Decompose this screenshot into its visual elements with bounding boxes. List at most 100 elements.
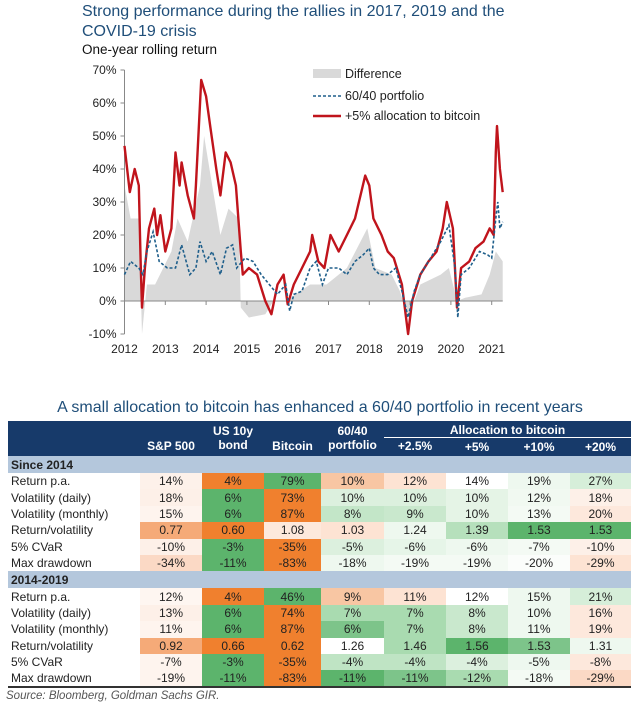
x-tick-label: 2020 xyxy=(438,342,465,356)
x-tick-label: 2015 xyxy=(234,342,261,356)
table-cell: 0.62 xyxy=(264,637,321,654)
x-tick-label: 2014 xyxy=(193,342,220,356)
table-cell: 16% xyxy=(570,604,632,622)
header-us10y-line1: US 10y xyxy=(212,424,254,438)
x-tick-label: 2012 xyxy=(111,342,138,356)
y-tick-label: 30% xyxy=(92,195,116,209)
table-row: Return p.a. 14% 4% 79% 10% 12% 14% 19% 27% xyxy=(8,473,632,490)
table-cell: 27% xyxy=(570,473,632,490)
x-tick-label: 2021 xyxy=(478,342,505,356)
table-cell: 0.92 xyxy=(140,637,202,654)
table-cell: 10% xyxy=(321,489,384,506)
table-row: Volatility (monthly) 15% 6% 87% 8% 9% 10% 13% 20… xyxy=(8,505,632,523)
table-cell: 20% xyxy=(570,505,632,523)
table-cell: -83% xyxy=(264,670,321,689)
table-cell: 12% xyxy=(508,489,570,506)
chart-title: Strong performance during the rallies in… xyxy=(82,3,505,40)
table-cell: 10% xyxy=(446,505,508,523)
table-cell: 0.77 xyxy=(140,522,202,539)
table-cell: 1.03 xyxy=(321,522,384,539)
table-cell: 1.26 xyxy=(321,637,384,654)
header-bitcoin: Bitcoin xyxy=(264,421,321,456)
table-cell: 7% xyxy=(384,604,446,622)
table-cell: 7% xyxy=(321,604,384,622)
table-cell: 8% xyxy=(321,505,384,523)
table-cell: -18% xyxy=(508,670,570,689)
y-tick-label: 0% xyxy=(99,294,117,308)
section-header: Since 2014 xyxy=(8,456,632,473)
table-row: Return p.a. 12% 4% 46% 9% 11% 12% 15% 21% xyxy=(8,588,632,605)
header-us10y-line2: bond xyxy=(218,438,248,452)
header-alloc-5: +5% xyxy=(446,437,508,456)
table-cell: 11% xyxy=(140,621,202,638)
legend-label: Difference xyxy=(345,67,402,81)
table-row: Volatility (daily) 18% 6% 73% 10% 10% 10% 12% 18… xyxy=(8,489,632,506)
table-cell: 0.66 xyxy=(202,637,264,654)
row-label: Return p.a. xyxy=(11,474,71,489)
table-cell: 6% xyxy=(202,505,264,523)
table-cell: 12% xyxy=(384,473,446,490)
table-cell: -10% xyxy=(140,538,202,555)
table-row: Volatility (daily) 13% 6% 74% 7% 7% 8% 10% 16% xyxy=(8,604,632,622)
table-cell: 11% xyxy=(384,588,446,605)
table-cell: 74% xyxy=(264,604,321,622)
y-tick-label: 20% xyxy=(92,228,116,242)
y-tick-label: 10% xyxy=(92,261,116,275)
table-cell: 12% xyxy=(140,588,202,605)
table-cell: -19% xyxy=(140,670,202,689)
bitcoin-allocation-line xyxy=(123,78,504,336)
table-cell: -4% xyxy=(321,653,384,671)
table-cell: 0.60 xyxy=(202,522,264,539)
table-row: 5% CVaR -10% -3% -35% -5% -6% -6% -7% -10% xyxy=(8,538,632,555)
table-cell: 1.53 xyxy=(570,522,632,539)
row-label: 5% CVaR xyxy=(11,539,63,554)
table-cell: 13% xyxy=(140,604,202,622)
allocation-table: S&P 500 US 10y bond Bitcoin 60/40 portfoli… xyxy=(8,421,632,689)
table-cell: -11% xyxy=(384,670,446,689)
table-cell: 12% xyxy=(446,588,508,605)
x-tick-label: 2016 xyxy=(274,342,301,356)
table-cell: -18% xyxy=(321,554,384,572)
table-cell: 4% xyxy=(202,473,264,490)
table-cell: -29% xyxy=(570,670,632,689)
row-label: Max drawdown xyxy=(11,556,92,571)
rolling-return-chart: -10% 0% 10% 20% 30% 40% 50% 60% 70% 2012 2013 2014 2… xyxy=(88,63,505,356)
header-allocation-group: Allocation to bitcoin xyxy=(384,421,632,438)
legend-label: +5% allocation to bitcoin xyxy=(345,109,480,123)
y-tick-label: -10% xyxy=(88,327,116,341)
table-cell: 6% xyxy=(202,604,264,622)
table-cell: 1.46 xyxy=(384,637,446,654)
table-cell: 87% xyxy=(264,621,321,638)
table-cell: 73% xyxy=(264,489,321,506)
row-label: Volatility (monthly) xyxy=(11,622,109,637)
y-tick-label: 50% xyxy=(92,129,116,143)
table-cell: 1.53 xyxy=(508,637,570,654)
table-cell: 18% xyxy=(140,489,202,506)
table-row: Max drawdown -34% -11% -83% -18% -19% -19% -20%… xyxy=(8,554,632,572)
y-tick-label: 40% xyxy=(92,162,116,176)
table-cell: -19% xyxy=(384,554,446,572)
x-tick-label: 2018 xyxy=(356,342,383,356)
row-label: Volatility (daily) xyxy=(11,490,92,505)
table-cell: -20% xyxy=(508,554,570,572)
header-alloc-20: +20% xyxy=(570,437,632,456)
header-sp500: S&P 500 xyxy=(140,421,202,456)
table-row: Return/volatility 0.77 0.60 1.08 1.03 1.24 1.3… xyxy=(8,522,632,539)
row-label: Volatility (daily) xyxy=(11,605,92,620)
table-cell: -35% xyxy=(264,538,321,555)
table-cell: 9% xyxy=(321,588,384,605)
table-cell: -12% xyxy=(446,670,508,689)
table-cell: 10% xyxy=(321,473,384,490)
table-cell: -11% xyxy=(202,554,264,572)
table-cell: -11% xyxy=(202,670,264,689)
table-cell: 10% xyxy=(508,604,570,622)
header-alloc-10: +10% xyxy=(508,437,570,456)
table-cell: 9% xyxy=(384,505,446,523)
table-cell: 10% xyxy=(446,489,508,506)
table-cell: 79% xyxy=(264,473,321,490)
table-cell: 1.56 xyxy=(446,637,508,654)
table-cell: 1.53 xyxy=(508,522,570,539)
legend-label: 60/40 portfolio xyxy=(345,89,424,103)
table-cell: 87% xyxy=(264,505,321,523)
table-row: Return/volatility 0.92 0.66 0.62 1.26 1.46 1.5… xyxy=(8,637,632,654)
